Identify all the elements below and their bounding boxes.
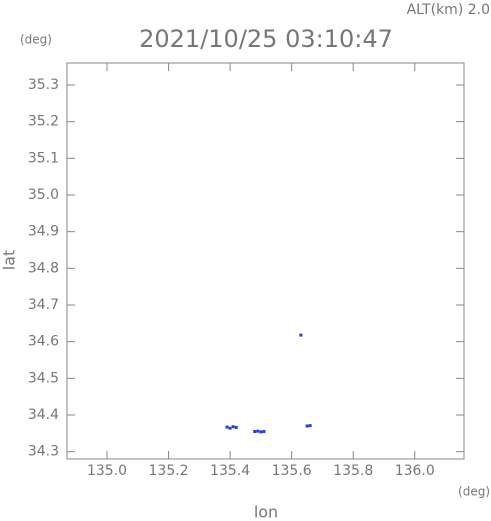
point <box>231 425 235 429</box>
x-tick-label: 135.6 <box>272 463 312 479</box>
y-tick-label: 34.4 <box>28 407 59 423</box>
x-tick-label: 135.4 <box>210 463 250 479</box>
y-unit: (deg) <box>20 33 52 47</box>
point <box>262 430 266 433</box>
point <box>299 333 303 337</box>
x-tick-label: 135.2 <box>149 463 189 479</box>
x-unit: (deg) <box>458 485 490 499</box>
y-tick-label: 35.3 <box>28 77 59 93</box>
y-tick-label: 34.6 <box>28 334 59 350</box>
y-tick-label: 34.5 <box>28 370 59 386</box>
point <box>308 424 312 428</box>
annotation: ALT(km) 2.0 <box>407 2 490 18</box>
y-tick-label: 34.9 <box>28 224 59 240</box>
y-tick-label: 34.3 <box>28 444 59 460</box>
point <box>305 424 309 428</box>
y-tick-label: 35.0 <box>28 187 59 203</box>
point <box>234 425 238 429</box>
y-tick-label: 34.8 <box>28 260 59 276</box>
y-tick-label: 35.1 <box>28 150 59 166</box>
chart-title: 2021/10/25 03:10:47 <box>139 25 393 53</box>
y-tick-label: 35.2 <box>28 114 59 130</box>
point <box>225 425 229 429</box>
y-axis-label: lat <box>0 250 19 271</box>
point <box>256 429 260 433</box>
x-tick-label: 135.8 <box>333 463 373 479</box>
point <box>253 430 257 433</box>
x-tick-label: 135.0 <box>87 463 127 479</box>
x-tick-label: 136.0 <box>395 463 435 479</box>
point <box>259 430 263 434</box>
point <box>228 426 232 430</box>
plot-frame <box>66 62 465 460</box>
x-axis-label: lon <box>254 503 278 521</box>
y-tick-label: 34.7 <box>28 297 59 313</box>
